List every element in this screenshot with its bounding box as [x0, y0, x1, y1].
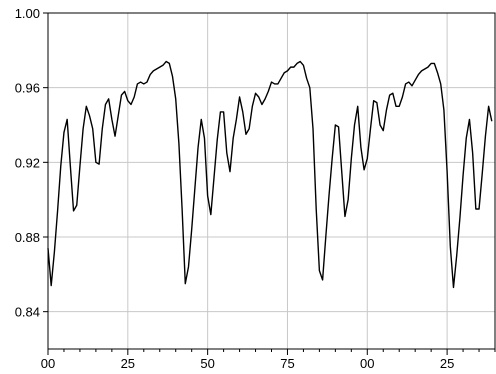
x-tick-label: 25 — [440, 356, 454, 371]
x-tick-label: 50 — [200, 356, 214, 371]
y-tick-label: 0.92 — [15, 155, 40, 170]
series-line — [47, 60, 493, 289]
y-tick-label: 0.84 — [15, 305, 40, 320]
y-tick-label: 1.00 — [15, 6, 40, 21]
x-tick-label: 25 — [121, 356, 135, 371]
x-tick-label: 75 — [280, 356, 294, 371]
tick-marks — [43, 12, 496, 355]
y-tick-label: 0.96 — [15, 81, 40, 96]
y-tick-label: 0.88 — [15, 230, 40, 245]
x-tick-label: 00 — [360, 356, 374, 371]
tick-labels: 1.00 0.96 0.92 0.88 0.84 00 25 50 75 00 25 — [15, 6, 455, 371]
x-tick-label: 00 — [41, 356, 55, 371]
series-layer — [47, 60, 493, 289]
